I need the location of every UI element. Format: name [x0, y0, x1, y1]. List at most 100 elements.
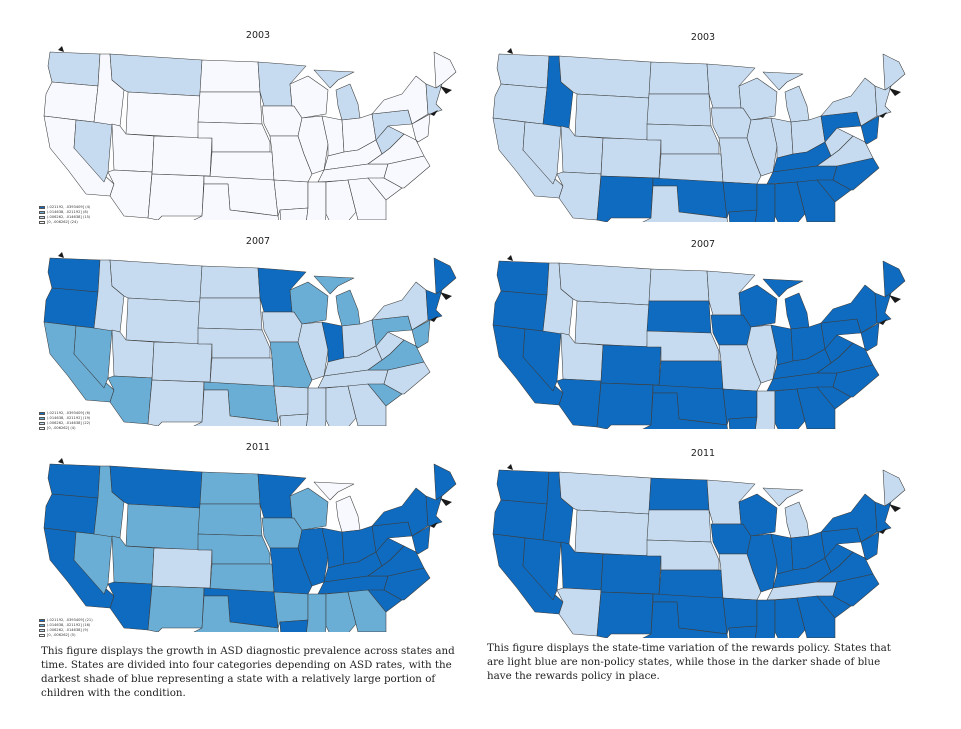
state-wy [125, 297, 201, 345]
state-or [492, 499, 548, 541]
state-ms [306, 181, 327, 220]
state-az [107, 169, 153, 219]
state-nd [648, 268, 710, 302]
legend-swatch [39, 618, 45, 623]
state-mt [109, 465, 203, 509]
legend-swatch [39, 623, 45, 628]
state-ks [209, 151, 275, 181]
coast-detail [58, 458, 64, 464]
state-ms [755, 183, 776, 222]
state-co [600, 344, 662, 386]
state-sd [646, 300, 712, 334]
state-co [151, 341, 213, 383]
state-co [600, 137, 662, 179]
state-tx [642, 185, 728, 222]
state-wy [574, 509, 650, 557]
state-ne-st [425, 289, 443, 321]
legend-row: [0, .006262] (5) [39, 633, 93, 638]
year-label: 2007 [690, 239, 716, 250]
legend-row: [0, .006262] (24) [39, 220, 90, 225]
state-tx [193, 183, 279, 220]
state-nd [648, 477, 710, 511]
state-mt [109, 53, 203, 97]
legend-label: (.021192, .0393409] (6) [47, 411, 91, 415]
map-legend: (.021192, .0393409] (6) (.014638, .021192… [39, 411, 90, 431]
legend-row: (.021192, .0393409] (21) [39, 618, 93, 623]
state-nm [147, 173, 205, 220]
state-or [43, 287, 99, 329]
state-ks [658, 360, 724, 390]
state-or [492, 290, 548, 332]
coast-detail [889, 88, 901, 96]
legend-swatch [39, 421, 45, 426]
legend-row: (.014638, .021192] (19) [39, 416, 90, 421]
state-sd [197, 297, 263, 331]
coast-detail [507, 464, 513, 470]
state-ia [710, 314, 752, 346]
legend-row: (.021192, .0393409] (6) [39, 411, 90, 416]
state-me [882, 260, 906, 298]
state-mida [411, 319, 431, 349]
state-wa [496, 260, 550, 296]
state-ia [261, 517, 303, 549]
legend-label: (.014638, .021192] (8) [47, 210, 89, 214]
state-ks [209, 357, 275, 387]
legend-label: (.006262, .014638] (9) [47, 628, 89, 632]
state-az [107, 375, 153, 425]
state-ks [209, 563, 275, 593]
state-wy [125, 503, 201, 551]
state-mida [860, 115, 880, 145]
legend-swatch [39, 210, 45, 215]
legend-row: (.014638, .021192] (8) [39, 210, 90, 215]
state-or [43, 493, 99, 535]
state-sd [197, 503, 263, 537]
us-map [492, 48, 906, 222]
state-nm [596, 591, 654, 638]
state-wy [574, 93, 650, 141]
state-or [492, 83, 548, 125]
coast-detail [879, 112, 887, 118]
coast-detail [507, 255, 513, 261]
state-nd [199, 265, 261, 299]
coast-detail [889, 295, 901, 303]
state-wa [47, 51, 101, 87]
state-wy [125, 91, 201, 139]
coast-detail [440, 498, 452, 506]
us-map [43, 458, 457, 632]
state-mt [558, 471, 652, 515]
coast-detail [430, 316, 438, 322]
coast-detail [879, 319, 887, 325]
state-nm [596, 175, 654, 222]
state-az [107, 581, 153, 631]
legend-swatch [39, 416, 45, 421]
state-tx [642, 601, 728, 638]
legend-label: (.006262, .014638] (15) [47, 215, 91, 219]
state-ia [261, 105, 303, 137]
state-wi [289, 281, 329, 325]
year-label: 2003 [690, 32, 716, 43]
coast-detail [889, 504, 901, 512]
state-ne-st [425, 83, 443, 115]
state-wa [496, 469, 550, 505]
state-ks [658, 153, 724, 183]
state-me [882, 469, 906, 507]
coast-detail [440, 86, 452, 94]
state-me [433, 51, 457, 89]
coast-detail [430, 522, 438, 528]
legend-swatch [39, 215, 45, 220]
state-ia [710, 523, 752, 555]
legend-label: (.006262, .014638] (22) [47, 421, 91, 425]
legend-row: (.021192, .0393409] (4) [39, 205, 90, 210]
legend-label: (.014638, .021192] (19) [47, 416, 91, 420]
state-tx [642, 392, 728, 429]
caption-left: This figure displays the growth in ASD d… [41, 645, 455, 699]
state-sd [197, 91, 263, 125]
legend-label: (.014638, .021192] (16) [47, 623, 91, 627]
state-wa [47, 257, 101, 293]
state-mt [558, 55, 652, 99]
state-ne-st [874, 501, 892, 533]
legend-label: [0, .006262] (5) [47, 633, 76, 637]
legend-row: (.014638, .021192] (16) [39, 623, 93, 628]
year-label: 2003 [245, 30, 271, 41]
legend-swatch [39, 220, 45, 225]
